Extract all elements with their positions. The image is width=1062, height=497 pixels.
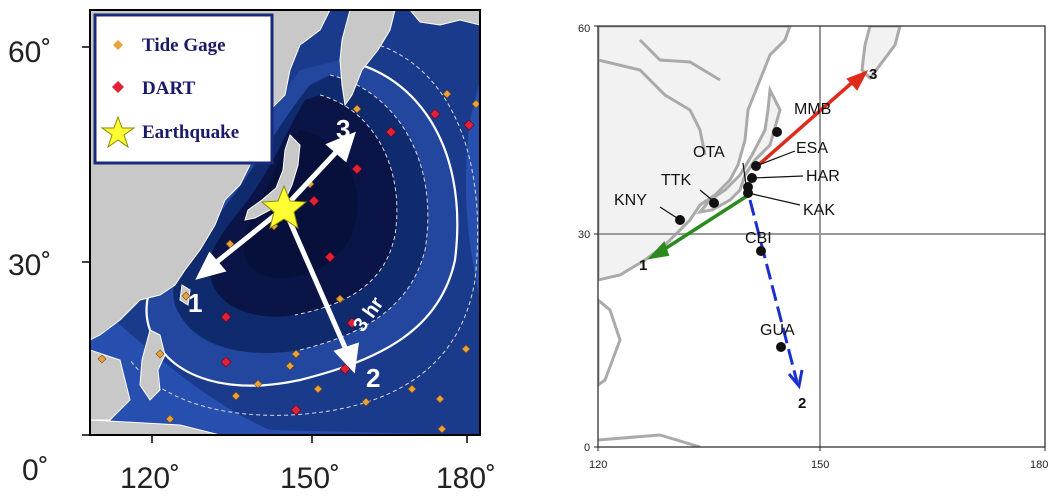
right-arrow-label-1: 1 xyxy=(639,257,647,274)
right-x-tick-120: 120 xyxy=(589,459,607,471)
station-leader-lines xyxy=(659,150,804,219)
right-y-tick-0: 0 xyxy=(584,442,590,454)
right-map-border xyxy=(597,25,1046,448)
station-labels: MMB ESA OTA HAR TTK KNY KAK CBI GUA xyxy=(614,101,840,339)
arrow-3-red xyxy=(753,78,857,170)
station-label-ota: OTA xyxy=(693,144,725,161)
earthquake-legend-star-icon xyxy=(100,115,136,149)
left-map-legend: Tide Gage DART Earthquake xyxy=(93,13,274,165)
tide-gage-legend-diamond-icon xyxy=(113,40,123,50)
right-x-tick-180: 180 xyxy=(1030,459,1048,471)
left-frame-ticks xyxy=(82,46,468,443)
propagation-arrows xyxy=(195,131,360,374)
dart-markers xyxy=(220,108,475,416)
left-map-border xyxy=(89,9,481,436)
right-x-tick-150: 150 xyxy=(811,459,829,471)
left-arrow-label-3: 3 xyxy=(336,114,350,144)
right-frame-ticks xyxy=(594,25,1046,451)
coastlines xyxy=(598,26,902,447)
station-label-kny: KNY xyxy=(614,192,647,209)
arrow-2-head xyxy=(787,369,804,390)
left-x-tick-150: 150˚ xyxy=(280,462,340,495)
right-y-tick-30: 30 xyxy=(578,229,590,241)
right-y-tick-60: 60 xyxy=(578,23,590,35)
right-map-frame-content: MMB ESA OTA HAR TTK KNY KAK CBI GUA 1 2 … xyxy=(598,26,1045,447)
legend-label-tide-gage: Tide Gage xyxy=(142,35,226,56)
left-y-tick-0: 0˚ xyxy=(22,454,49,487)
station-dot-gua xyxy=(776,342,786,352)
station-label-har: HAR xyxy=(806,168,840,185)
dart-legend-diamond-icon xyxy=(112,81,124,93)
station-label-esa: ESA xyxy=(796,140,828,157)
earthquake-star-icon xyxy=(260,184,308,230)
station-dot-mmb xyxy=(772,127,782,137)
station-dot-ttk xyxy=(709,198,719,208)
arrow-1-head xyxy=(647,241,670,260)
grid-lines xyxy=(598,26,1045,447)
station-label-kak: KAK xyxy=(803,202,835,219)
legend-label-earthquake: Earthquake xyxy=(142,122,239,143)
right-arrow-label-3: 3 xyxy=(869,66,877,83)
left-arrow-label-2: 2 xyxy=(366,363,380,393)
station-label-cbi: CBI xyxy=(745,230,772,247)
station-dot-kny xyxy=(675,215,685,225)
arrow-2-blue-dashed xyxy=(748,199,799,383)
right-arrow-label-2: 2 xyxy=(798,395,806,412)
station-label-ttk: TTK xyxy=(661,172,692,189)
tide-gage-markers xyxy=(97,89,480,434)
arrow-3-head xyxy=(846,70,869,91)
left-x-tick-180: 180˚ xyxy=(436,462,496,495)
left-x-tick-120: 120˚ xyxy=(120,462,180,495)
station-dot-cbi xyxy=(756,246,766,256)
legend-label-dart: DART xyxy=(142,78,195,99)
station-label-gua: GUA xyxy=(760,322,795,339)
left-y-tick-30: 30˚ xyxy=(8,249,51,282)
station-label-mmb: MMB xyxy=(794,101,831,118)
left-y-tick-60: 60˚ xyxy=(8,36,51,69)
left-arrow-label-1: 1 xyxy=(188,288,202,318)
arrow-1-green xyxy=(659,194,748,254)
